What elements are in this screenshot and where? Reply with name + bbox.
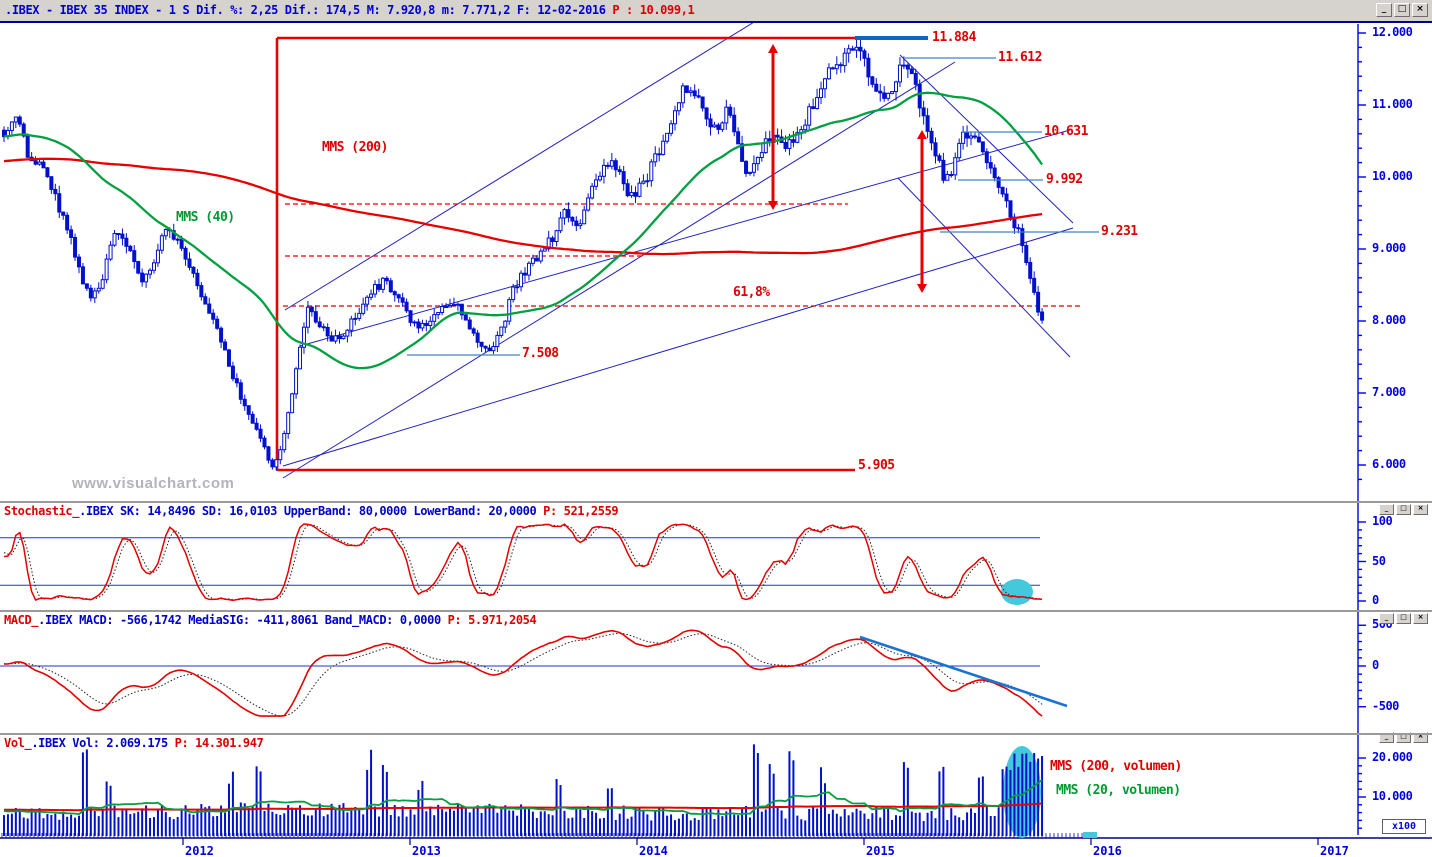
stochastic-minimize-button[interactable]: _ [1379,504,1394,515]
macd-name: MACD_ [4,613,39,627]
maximize-button[interactable]: □ [1394,3,1410,17]
position-price-text: P : 10.099,1 [612,3,695,17]
macd-minimize-button[interactable]: _ [1379,613,1394,624]
close-button[interactable]: × [1412,3,1428,17]
stochastic-p-value: P: 521,2559 [543,504,619,518]
volume-value: .IBEX Vol: 2.069.175 [31,736,175,750]
chart-svg[interactable] [0,23,1432,857]
watermark: www.visualchart.com [72,475,235,492]
titlebar-text: .IBEX - IBEX 35 INDEX - 1 S Dif. %: 2,25… [5,3,695,17]
stochastic-maximize-button[interactable]: □ [1396,504,1411,515]
panel-separator[interactable] [0,501,1432,503]
chart-canvas[interactable]: 11.884 11.612 10.631 9.992 9.231 7.508 5.905 61… [0,23,1432,857]
panel-separator[interactable] [0,733,1432,735]
stochastic-panel-controls: _ □ × [1379,504,1428,515]
macd-header: MACD_.IBEX MACD: -566,1742 MediaSIG: -41… [4,613,537,627]
volume-close-button[interactable]: × [1413,732,1428,743]
stochastic-values: .IBEX SK: 14,8496 SD: 16,0103 UpperBand:… [79,504,544,518]
volume-minimize-button[interactable]: _ [1379,732,1394,743]
panel-separator[interactable] [0,610,1432,612]
stochastic-header: Stochastic_.IBEX SK: 14,8496 SD: 16,0103… [4,504,619,518]
minimize-button[interactable]: _ [1376,3,1392,17]
volume-maximize-button[interactable]: □ [1396,732,1411,743]
macd-values: .IBEX MACD: -566,1742 MediaSIG: -411,806… [38,613,448,627]
volume-header: Vol_.IBEX Vol: 2.069.175 P: 14.301.947 [4,736,264,750]
stochastic-name: Stochastic_ [4,504,80,518]
window-controls: _ □ × [1376,3,1428,17]
macd-p-value: P: 5.971,2054 [447,613,537,627]
volume-axis-unit: x100 [1382,819,1426,834]
stochastic-close-button[interactable]: × [1413,504,1428,515]
macd-maximize-button[interactable]: □ [1396,613,1411,624]
symbol-info-text: .IBEX - IBEX 35 INDEX - 1 S Dif. %: 2,25… [5,3,613,17]
chart-window-titlebar: .IBEX - IBEX 35 INDEX - 1 S Dif. %: 2,25… [0,0,1432,23]
volume-name: Vol_ [4,736,32,750]
macd-close-button[interactable]: × [1413,613,1428,624]
macd-panel-controls: _ □ × [1379,613,1428,624]
volume-panel-controls: _ □ × [1379,732,1428,743]
volume-p-value: P: 14.301.947 [174,736,264,750]
